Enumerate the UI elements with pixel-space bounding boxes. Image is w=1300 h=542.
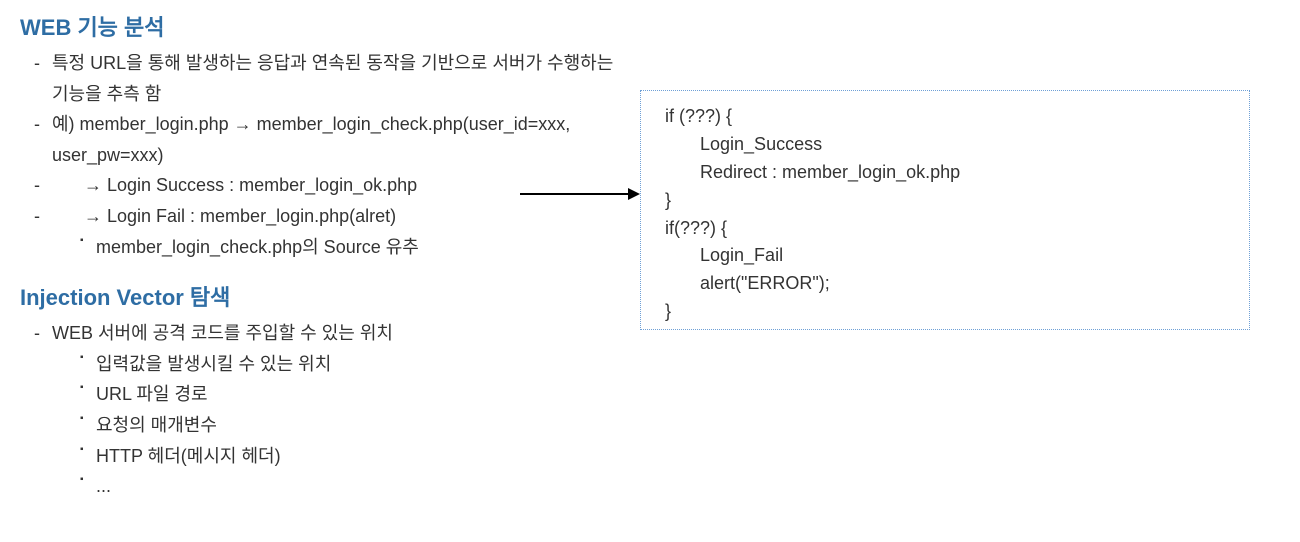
- list-item-text: → Login Success : member_login_ok.php: [52, 175, 417, 195]
- list-subitem: HTTP 헤더(메시지 헤더): [80, 441, 630, 472]
- section1-title: WEB 기능 분석: [20, 10, 630, 42]
- list-item: 예) member_login.php → member_login_check…: [34, 109, 630, 170]
- code-line: Login_Fail: [665, 245, 783, 265]
- code-line: alert("ERROR");: [665, 273, 830, 293]
- list-item: → Login Fail : member_login.php(alret) m…: [34, 201, 630, 262]
- list-item: → Login Success : member_login_ok.php: [34, 170, 630, 201]
- code-line: }: [665, 301, 671, 321]
- list-subitem: 요청의 매개변수: [80, 410, 630, 441]
- list-subitem: ...: [80, 471, 630, 502]
- code-line: Login_Success: [665, 134, 822, 154]
- list-item: 특정 URL을 통해 발생하는 응답과 연속된 동작을 기반으로 서버가 수행하…: [34, 48, 630, 109]
- code-line: }: [665, 190, 671, 210]
- left-column: WEB 기능 분석 특정 URL을 통해 발생하는 응답과 연속된 동작을 기반…: [20, 10, 630, 502]
- section1-sublist: member_login_check.php의 Source 유추: [52, 232, 630, 263]
- section2-sublist: 입력값을 발생시킬 수 있는 위치 URL 파일 경로 요청의 매개변수 HTT…: [52, 349, 630, 502]
- section2-title: Injection Vector 탐색: [20, 280, 630, 312]
- code-line: Redirect : member_login_ok.php: [665, 162, 960, 182]
- list-item-text: WEB 서버에 공격 코드를 주입할 수 있는 위치: [52, 323, 393, 343]
- section1-list: 특정 URL을 통해 발생하는 응답과 연속된 동작을 기반으로 서버가 수행하…: [20, 48, 630, 262]
- code-line: if(???) {: [665, 218, 727, 238]
- code-box: if (???) { Login_Success Redirect : memb…: [640, 90, 1250, 330]
- list-subitem: URL 파일 경로: [80, 379, 630, 410]
- section2-list: WEB 서버에 공격 코드를 주입할 수 있는 위치 입력값을 발생시킬 수 있…: [20, 318, 630, 502]
- list-item: WEB 서버에 공격 코드를 주입할 수 있는 위치 입력값을 발생시킬 수 있…: [34, 318, 630, 502]
- list-subitem: member_login_check.php의 Source 유추: [80, 232, 630, 263]
- arrow-icon: [520, 193, 638, 195]
- list-subitem: 입력값을 발생시킬 수 있는 위치: [80, 349, 630, 380]
- list-item-text: → Login Fail : member_login.php(alret): [52, 206, 396, 226]
- code-line: if (???) {: [665, 106, 732, 126]
